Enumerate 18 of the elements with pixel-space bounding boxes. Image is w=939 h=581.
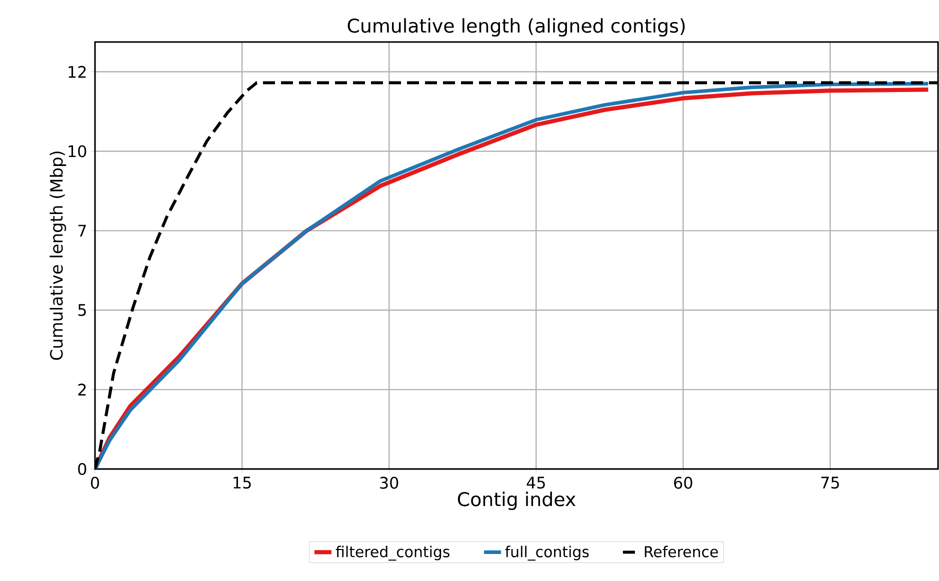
legend-label: Reference [644,546,718,558]
y-tick-label: 10 [68,145,86,158]
x-axis-title: Contig index [458,492,576,510]
x-tick-label: 30 [380,476,398,489]
legend-label: full_contigs [505,546,589,561]
x-tick-label: 60 [674,476,692,489]
x-tick-label: 45 [526,476,545,489]
y-tick-label: 7 [78,224,86,236]
legend-label: filtered_contigs [336,546,450,561]
x-tick-label: 15 [234,476,251,489]
chart-title: Cumulative length (aligned contigs) [348,18,685,36]
y-tick-label: 2 [78,384,86,396]
x-tick-label: 75 [821,476,839,489]
y-tick-label: 5 [78,304,86,316]
y-tick-label: 0 [78,462,86,476]
x-tick-label: 0 [90,476,100,489]
y-axis-title: Cumulative length (Mbp) [50,152,66,360]
y-tick-label: 12 [68,66,86,78]
